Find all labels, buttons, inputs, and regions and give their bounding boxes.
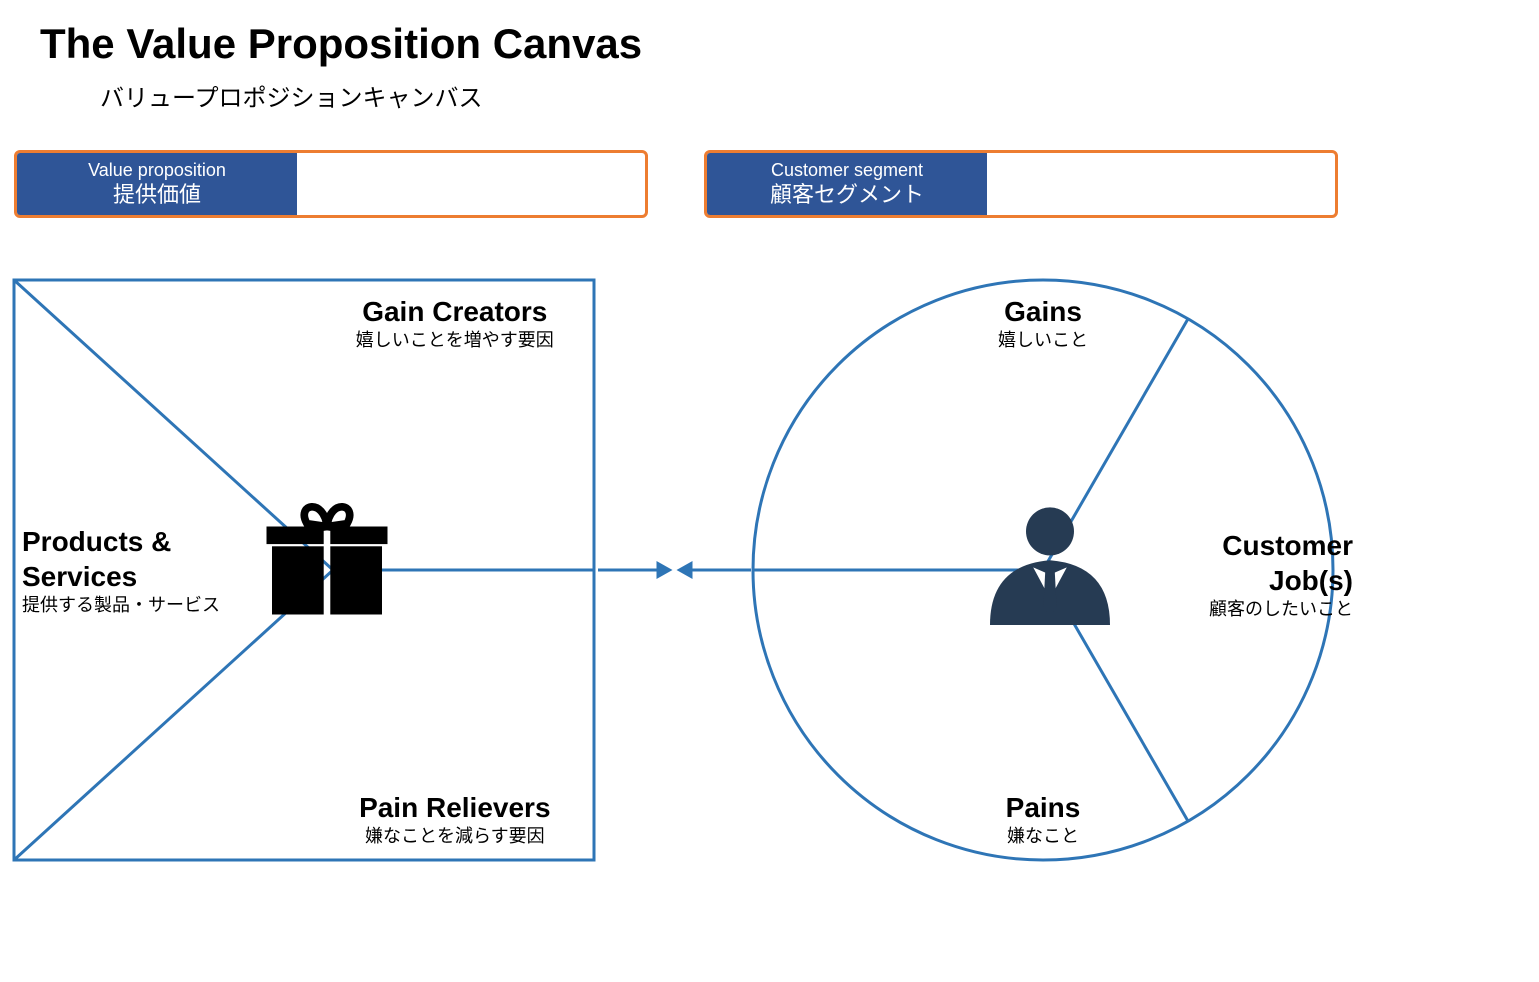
person-icon [990,507,1110,625]
label-pains: Pains 嫌なこと [953,790,1133,848]
label-customer-jobs: Customer Job(s) 顧客のしたいこと [1163,528,1353,621]
label-gains: Gains 嬉しいこと [953,294,1133,352]
gift-icon [267,507,388,615]
pain-relievers-jp: 嫌なことを減らす要因 [333,825,577,848]
gains-en: Gains [953,294,1133,329]
gains-jp: 嬉しいこと [953,329,1133,352]
pains-jp: 嫌なこと [953,825,1133,848]
gain-creators-jp: 嬉しいことを増やす要因 [333,329,577,352]
label-gain-creators: Gain Creators 嬉しいことを増やす要因 [333,294,577,352]
customer-jobs-jp: 顧客のしたいこと [1163,598,1353,621]
diagram-svg [0,0,1539,982]
customer-jobs-en: Customer Job(s) [1163,528,1353,598]
pain-relievers-en: Pain Relievers [333,790,577,825]
vpc-canvas: The Value Proposition Canvas バリュープロポジション… [0,0,1539,982]
gain-creators-en: Gain Creators [333,294,577,329]
label-products-services: Products & Services 提供する製品・サービス [22,524,266,617]
label-pain-relievers: Pain Relievers 嫌なことを減らす要因 [333,790,577,848]
pains-en: Pains [953,790,1133,825]
products-services-jp: 提供する製品・サービス [22,594,266,617]
products-services-en: Products & Services [22,524,266,594]
